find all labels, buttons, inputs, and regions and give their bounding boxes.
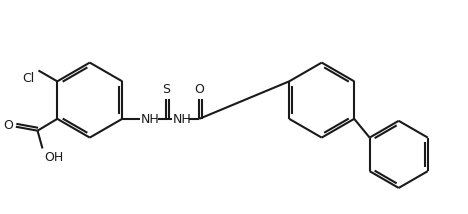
Text: O: O bbox=[3, 119, 13, 132]
Text: Cl: Cl bbox=[22, 73, 35, 85]
Text: NH: NH bbox=[141, 113, 160, 126]
Text: O: O bbox=[194, 83, 204, 96]
Text: S: S bbox=[161, 83, 170, 96]
Text: OH: OH bbox=[44, 152, 64, 164]
Text: NH: NH bbox=[173, 113, 191, 126]
